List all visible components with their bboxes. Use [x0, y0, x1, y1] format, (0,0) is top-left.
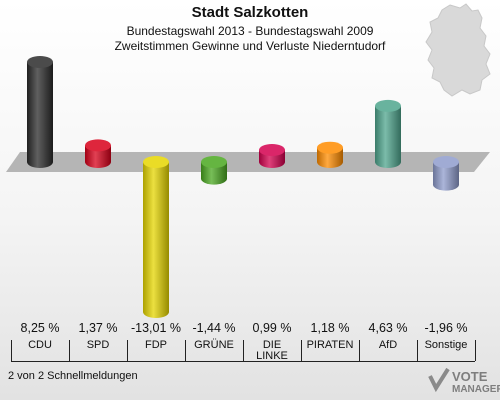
checkmark-icon	[428, 367, 450, 393]
category-label: Sonstige	[424, 339, 468, 351]
chart-title: Stadt Salzkotten	[191, 4, 309, 21]
value-label: 8,25 %	[20, 321, 60, 335]
chart-subtitle-elections: Bundestagswahl 2013 - Bundestagswahl 200…	[126, 24, 374, 38]
chart-subtitle-district: Zweitstimmen Gewinne und Verluste Nieder…	[114, 39, 386, 53]
category-label: GRÜNE	[194, 339, 234, 351]
category-label: DIE LINKE	[256, 339, 288, 362]
axis-tick	[359, 340, 360, 361]
value-label: -1,96 %	[424, 321, 468, 335]
bar-sonstige	[433, 156, 459, 191]
value-label: 1,18 %	[310, 321, 350, 335]
value-label: 0,99 %	[252, 321, 292, 335]
axis-tick	[185, 340, 186, 361]
axis-tick	[301, 340, 302, 361]
bar-cdu	[27, 56, 53, 168]
value-label: -1,44 %	[192, 321, 236, 335]
votemanager-logo: VOTE MANAGER	[428, 366, 500, 396]
category-label: SPD	[86, 339, 110, 351]
report-count: 2 von 2 Schnellmeldungen	[8, 370, 138, 382]
logo-line2: MANAGER	[452, 384, 500, 395]
bar-die-linke	[259, 144, 285, 168]
axis-tick	[127, 340, 128, 361]
bar-afd	[375, 99, 401, 168]
category-label: PIRATEN	[306, 339, 354, 351]
value-label: 1,37 %	[78, 321, 118, 335]
category-label: CDU	[28, 339, 52, 351]
baseline-band	[6, 152, 490, 172]
value-label: 4,63 %	[368, 321, 408, 335]
axis-tick	[475, 340, 476, 361]
bar-piraten	[317, 141, 343, 168]
germany-map-icon	[425, 3, 491, 97]
value-label: -13,01 %	[130, 321, 182, 335]
bar-fdp	[143, 156, 169, 318]
category-label: FDP	[145, 339, 167, 351]
category-axis	[11, 361, 475, 362]
axis-tick	[417, 340, 418, 361]
logo-line1: VOTE	[452, 369, 488, 384]
axis-tick	[69, 340, 70, 361]
category-label: AfD	[378, 339, 398, 351]
axis-tick	[243, 340, 244, 361]
bar-spd	[85, 139, 111, 168]
axis-tick	[11, 340, 12, 361]
bar-grüne	[201, 156, 227, 185]
